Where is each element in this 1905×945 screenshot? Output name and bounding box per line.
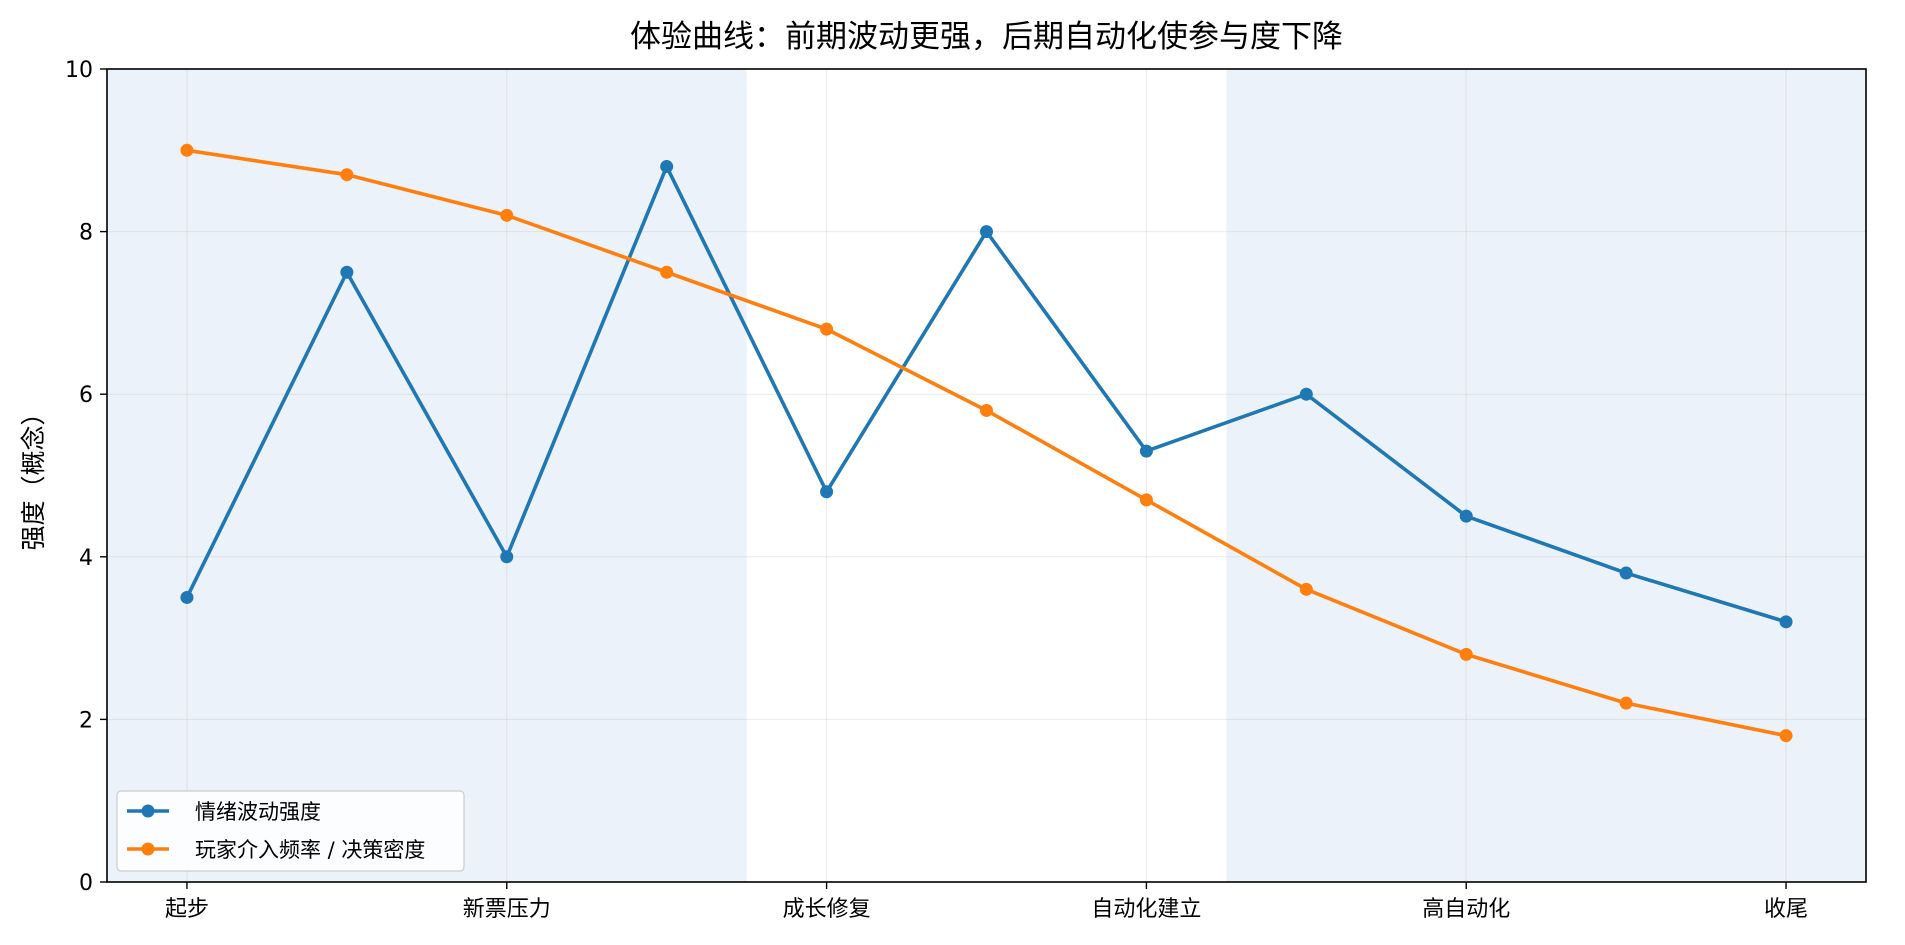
x-tick-label: 收尾: [1764, 897, 1808, 922]
data-point: [980, 225, 993, 239]
data-point: [1459, 509, 1473, 523]
data-point: [1619, 696, 1633, 710]
shaded-region-0: [107, 69, 747, 882]
data-point: [1779, 729, 1793, 743]
legend-label-1: 玩家介入频率 / 决策密度: [195, 838, 425, 862]
y-axis-label: 强度（概念）: [19, 400, 48, 550]
data-point: [1299, 387, 1313, 401]
data-point: [180, 590, 194, 604]
y-tick-label: 10: [65, 58, 93, 83]
axes: [100, 68, 1867, 889]
y-tick-label: 4: [79, 546, 93, 571]
x-tick-label: 起步: [165, 897, 209, 922]
x-tick-label: 自动化建立: [1091, 897, 1201, 922]
data-point: [1139, 444, 1153, 458]
x-tick-label: 高自动化: [1422, 897, 1510, 922]
shaded-regions: [107, 69, 1866, 882]
data-point: [1139, 493, 1153, 507]
legend-marker-0: [141, 804, 155, 818]
legend-marker-1: [141, 842, 155, 856]
shaded-region-1: [1226, 69, 1866, 882]
data-point: [820, 485, 834, 499]
data-point: [500, 208, 514, 222]
y-tick-label: 2: [79, 708, 93, 733]
plot-frame: [106, 68, 1867, 883]
x-tick-label: 新票压力: [463, 897, 551, 922]
x-tick-label: 成长修复: [783, 897, 871, 922]
tick-labels: 起步 新票压力 成长修复 自动化建立 高自动化 收尾 0 2 4 6 8 10: [65, 58, 1808, 922]
data-point: [340, 265, 354, 279]
data-point: [1459, 647, 1473, 661]
legend-label-0: 情绪波动强度: [195, 800, 321, 824]
data-point: [1299, 582, 1313, 596]
legend-box: [116, 790, 465, 872]
data-point: [340, 168, 354, 182]
data-point: [500, 550, 514, 564]
y-tick-label: 0: [79, 871, 93, 896]
data-point: [980, 403, 993, 417]
chart-title: 体验曲线：前期波动更强，后期自动化使参与度下降: [630, 19, 1343, 55]
y-tick-label: 8: [79, 221, 93, 246]
data-point: [180, 143, 194, 157]
data-point: [1619, 566, 1633, 580]
data-point: [660, 160, 674, 174]
data-point: [1779, 615, 1793, 629]
data-point: [660, 265, 674, 279]
y-tick-label: 6: [79, 383, 93, 408]
data-point: [820, 322, 834, 336]
series-lines: [180, 143, 1793, 743]
